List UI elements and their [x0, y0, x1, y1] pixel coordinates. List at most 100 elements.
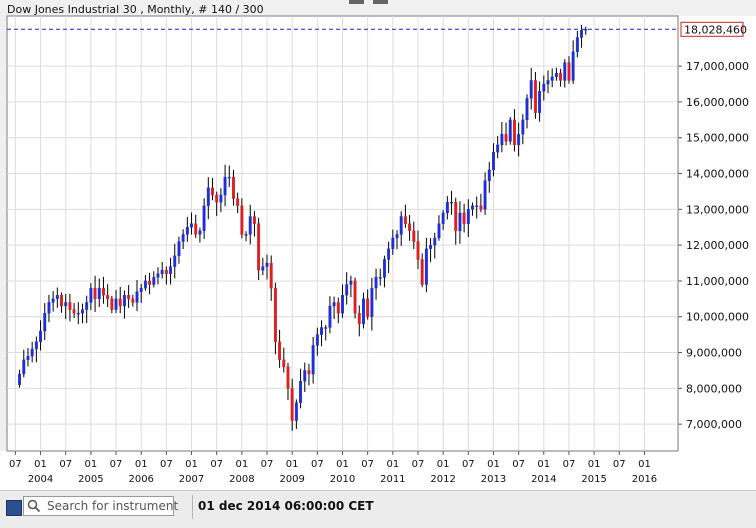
candle-body [110, 298, 114, 310]
candle-body [148, 280, 152, 285]
candle-body [118, 298, 122, 307]
candle-body [286, 366, 290, 389]
candle-body [18, 373, 22, 385]
candle-body [143, 280, 147, 289]
candle-body [30, 348, 34, 357]
candle-body [43, 312, 47, 332]
candle-body [211, 187, 214, 196]
candle-body [232, 176, 235, 199]
candle-body [219, 194, 223, 203]
search-placeholder: Search for instrument [47, 499, 179, 513]
candle-body [550, 76, 554, 81]
y-axis-panel [678, 16, 756, 451]
x-tick-label: 01 [437, 459, 450, 470]
candle-body [336, 302, 340, 314]
candle-body [362, 298, 365, 325]
search-input[interactable]: Search for instrument [23, 496, 178, 516]
y-tick-label: 17,000,000 [686, 60, 749, 73]
candle-body [22, 359, 26, 375]
candle-body [433, 237, 437, 246]
candle-body [538, 90, 542, 113]
candle-body [563, 62, 567, 81]
candle-body [412, 230, 416, 242]
candle-body [525, 98, 529, 121]
x-tick-label: 01 [537, 459, 550, 470]
candle-body [227, 176, 231, 179]
candle-body [265, 262, 269, 267]
candle-body [458, 212, 462, 232]
x-tick-label: 01 [235, 459, 248, 470]
candle-body [437, 223, 441, 239]
candle-body [26, 355, 30, 360]
x-year-label: 2011 [380, 474, 405, 485]
candle-body [198, 230, 202, 235]
axes: 7,000,000 8,000,000 9,000,000 10,000,000 11,… [9, 60, 749, 485]
candle-body [55, 295, 59, 300]
candle-body [282, 359, 286, 368]
x-year-label: 2010 [330, 474, 355, 485]
candle-body [164, 269, 168, 274]
candle-body [399, 216, 403, 235]
candle-body [173, 255, 177, 267]
candle-body [303, 370, 307, 382]
toolbar-divider [192, 495, 193, 519]
candle-body [328, 305, 332, 328]
y-tick-label: 11,000,000 [686, 275, 749, 288]
y-tick-label: 12,000,000 [686, 239, 749, 252]
top-decoration [373, 0, 388, 4]
x-tick-label: 01 [386, 459, 399, 470]
candle-body [559, 73, 563, 81]
candle-body [546, 80, 550, 85]
candle-body [508, 119, 512, 142]
x-axis-panel [0, 451, 756, 490]
candle-body [370, 287, 374, 317]
candle-body [97, 287, 101, 300]
candle-body [294, 402, 298, 421]
candle-body [542, 83, 546, 92]
x-tick-label: 07 [462, 459, 475, 470]
candle-body [345, 284, 349, 296]
candle-body [39, 330, 43, 343]
x-tick-label: 07 [563, 459, 576, 470]
candle-body [429, 244, 433, 249]
candle-body [169, 266, 173, 274]
x-tick-label: 07 [160, 459, 173, 470]
candle-body [64, 302, 68, 307]
candle-body [382, 259, 386, 278]
x-tick-label: 01 [185, 459, 198, 470]
candle-body [223, 176, 227, 196]
candle-body [420, 259, 424, 285]
candlestick-chart[interactable]: 7,000,000 8,000,000 9,000,000 10,000,000 11,… [0, 0, 756, 490]
candle-body [72, 309, 76, 314]
chart-square-button[interactable] [6, 500, 22, 516]
x-tick-label: 07 [59, 459, 72, 470]
candle-body [387, 248, 391, 260]
x-tick-label: 07 [412, 459, 425, 470]
candle-body [479, 205, 483, 210]
y-tick-label: 15,000,000 [686, 132, 749, 145]
y-tick-label: 8,000,000 [686, 382, 742, 395]
candle-body [554, 73, 558, 78]
candle-body [487, 169, 491, 181]
x-tick-label: 07 [261, 459, 274, 470]
candle-body [445, 201, 449, 214]
x-tick-label: 07 [9, 459, 22, 470]
candle-body [483, 180, 487, 210]
candle-body [496, 144, 500, 153]
x-year-label: 2012 [430, 474, 455, 485]
candle-body [571, 51, 575, 81]
candle-body [139, 287, 143, 292]
candle-body [244, 234, 248, 236]
candle-body [194, 223, 198, 235]
candle-body [152, 277, 156, 285]
x-year-label: 2013 [481, 474, 506, 485]
candle-body [320, 327, 323, 335]
candle-body [533, 80, 537, 113]
candle-body [462, 212, 466, 224]
search-icon [27, 499, 41, 513]
x-year-label: 2016 [632, 474, 657, 485]
candle-body [299, 380, 303, 403]
candle-body [395, 234, 399, 239]
candle-body [403, 216, 407, 224]
x-tick-label: 01 [638, 459, 651, 470]
